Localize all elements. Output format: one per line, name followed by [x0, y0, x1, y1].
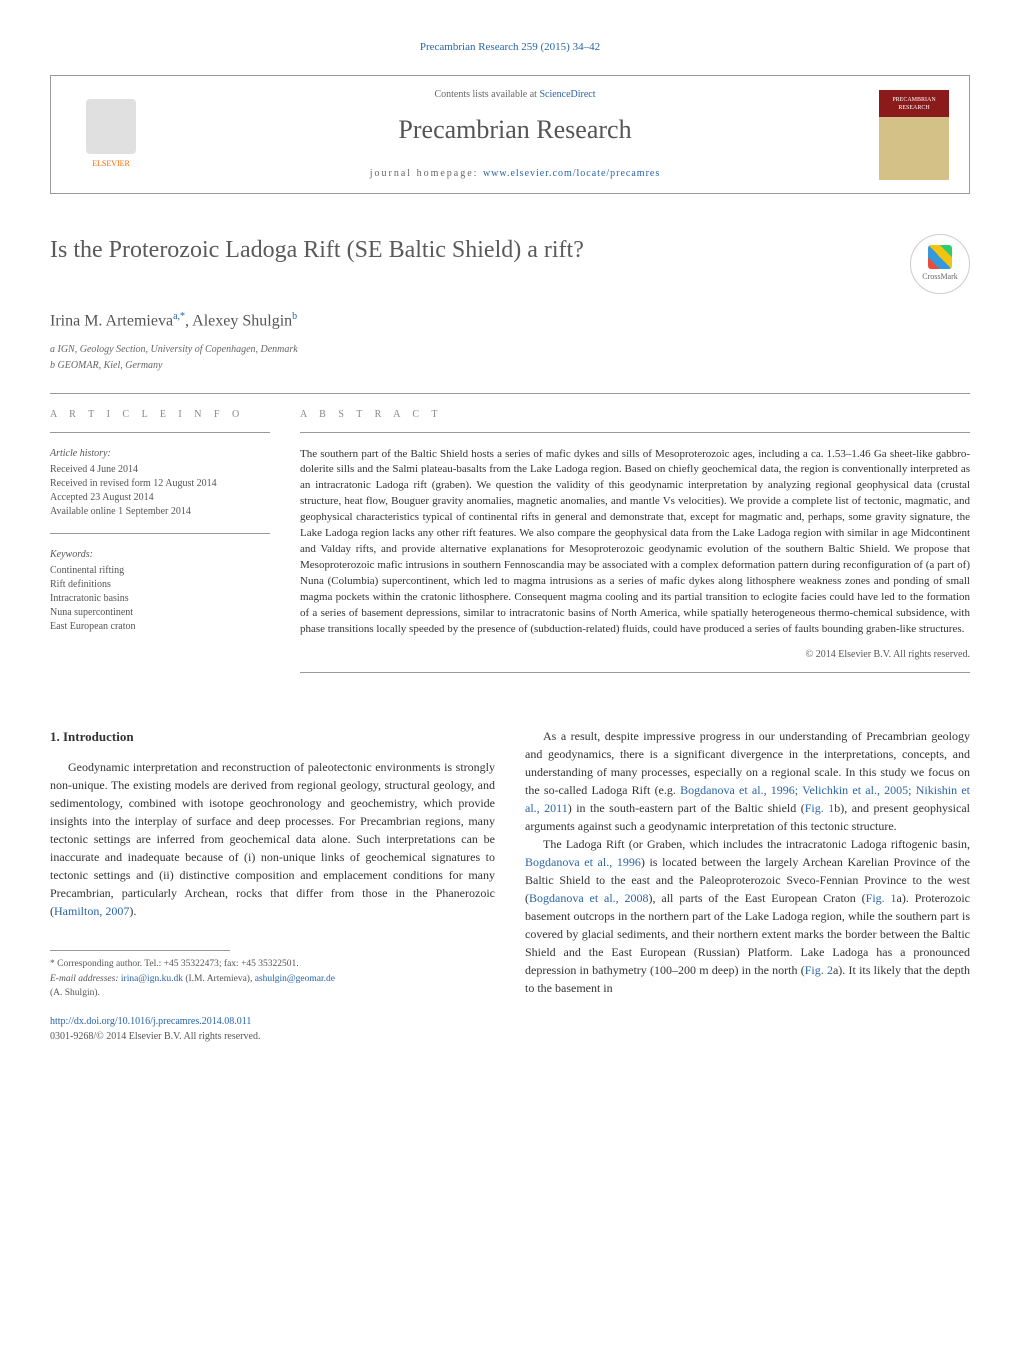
body-columns: 1. Introduction Geodynamic interpretatio… [50, 727, 970, 1044]
body-column-left: 1. Introduction Geodynamic interpretatio… [50, 727, 495, 1044]
contents-prefix: Contents lists available at [434, 89, 539, 100]
header-center: Contents lists available at ScienceDirec… [151, 88, 879, 180]
author-2: Alexey Shulgin [192, 312, 292, 329]
section-1-heading: 1. Introduction [50, 727, 495, 747]
doi-link[interactable]: http://dx.doi.org/10.1016/j.precamres.20… [50, 1016, 251, 1027]
elsevier-tree-icon [86, 99, 136, 154]
journal-cover-thumbnail: PRECAMBRIAN RESEARCH [879, 90, 949, 180]
figure-link[interactable]: Fig. 2 [805, 963, 833, 977]
article-title: Is the Proterozoic Ladoga Rift (SE Balti… [50, 234, 910, 268]
crossmark-badge[interactable]: CrossMark [910, 234, 970, 294]
divider [300, 672, 970, 673]
figure-link[interactable]: Fig. 1 [805, 801, 835, 815]
authors-line: Irina M. Artemievaa,*, Alexey Shulginb [50, 310, 970, 333]
article-info-heading: A R T I C L E I N F O [50, 408, 270, 422]
abstract-text: The southern part of the Baltic Shield h… [300, 447, 970, 638]
homepage-link[interactable]: www.elsevier.com/locate/precamres [483, 168, 660, 179]
history-accepted: Accepted 23 August 2014 [50, 491, 270, 505]
abstract-copyright: © 2014 Elsevier B.V. All rights reserved… [300, 648, 970, 662]
body-paragraph: Geodynamic interpretation and reconstruc… [50, 758, 495, 920]
body-text: The Ladoga Rift (or Graben, which includ… [543, 837, 970, 851]
keyword: Rift definitions [50, 578, 270, 592]
history-label: Article history: [50, 447, 270, 461]
info-abstract-block: A R T I C L E I N F O Article history: R… [50, 408, 970, 687]
keyword: Intracratonic basins [50, 592, 270, 606]
history-online: Available online 1 September 2014 [50, 505, 270, 519]
affiliations: a IGN, Geology Section, University of Co… [50, 343, 970, 373]
homepage-line: journal homepage: www.elsevier.com/locat… [151, 167, 879, 181]
body-column-right: As a result, despite impressive progress… [525, 727, 970, 1044]
divider [50, 432, 270, 433]
figure-link[interactable]: Fig. 1 [866, 891, 897, 905]
email-line: E-mail addresses: irina@ign.ku.dk (I.M. … [50, 972, 495, 986]
homepage-label: journal homepage: [370, 168, 483, 179]
body-text: ) in the south-eastern part of the Balti… [568, 801, 805, 815]
abstract-heading: A B S T R A C T [300, 408, 970, 422]
issn-copyright: 0301-9268/© 2014 Elsevier B.V. All right… [50, 1029, 495, 1044]
history-received: Received 4 June 2014 [50, 463, 270, 477]
doi-block: http://dx.doi.org/10.1016/j.precamres.20… [50, 1014, 495, 1044]
email-link-1[interactable]: irina@ign.ku.dk [121, 974, 183, 984]
email-link-2[interactable]: ashulgin@geomar.de [255, 974, 335, 984]
history-revised: Received in revised form 12 August 2014 [50, 477, 270, 491]
email-label: E-mail addresses: [50, 974, 121, 984]
abstract-column: A B S T R A C T The southern part of the… [300, 408, 970, 687]
footer-divider [50, 950, 230, 951]
keyword: Nuna supercontinent [50, 606, 270, 620]
affiliation-b: b GEOMAR, Kiel, Germany [50, 359, 970, 373]
citation-link[interactable]: Bogdanova et al., 2008 [529, 891, 649, 905]
citation-link[interactable]: Bogdanova et al., 1996 [525, 855, 641, 869]
keywords-block: Keywords: Continental rifting Rift defin… [50, 548, 270, 634]
journal-header: ELSEVIER Contents lists available at Sci… [50, 75, 970, 193]
body-text: Geodynamic interpretation and reconstruc… [50, 760, 495, 918]
corresponding-author-footer: * Corresponding author. Tel.: +45 353224… [50, 950, 495, 1044]
keyword: Continental rifting [50, 564, 270, 578]
author-1: Irina M. Artemieva [50, 312, 173, 329]
sciencedirect-link[interactable]: ScienceDirect [539, 89, 595, 100]
journal-name: Precambrian Research [151, 112, 879, 148]
keyword: East European craton [50, 620, 270, 634]
divider [50, 533, 270, 534]
divider [300, 432, 970, 433]
body-text: ), all parts of the East European Craton… [649, 891, 866, 905]
publisher-name: ELSEVIER [92, 158, 130, 169]
author-1-affil: a,* [173, 311, 185, 322]
keywords-label: Keywords: [50, 548, 270, 562]
divider [50, 393, 970, 394]
elsevier-logo: ELSEVIER [71, 90, 151, 180]
body-text: ). [129, 904, 136, 918]
author-2-affil: b [292, 311, 297, 322]
journal-reference: Precambrian Research 259 (2015) 34–42 [50, 40, 970, 55]
corresponding-author-line: * Corresponding author. Tel.: +45 353224… [50, 957, 495, 971]
crossmark-icon [928, 245, 952, 269]
article-history-block: Article history: Received 4 June 2014 Re… [50, 447, 270, 519]
body-paragraph: As a result, despite impressive progress… [525, 727, 970, 835]
body-paragraph: The Ladoga Rift (or Graben, which includ… [525, 835, 970, 997]
citation-link[interactable]: Hamilton, 2007 [54, 904, 129, 918]
article-info-column: A R T I C L E I N F O Article history: R… [50, 408, 270, 687]
title-row: Is the Proterozoic Ladoga Rift (SE Balti… [50, 234, 970, 294]
email-name-2: (A. Shulgin). [50, 986, 495, 1000]
email-name-1: (I.M. Artemieva), [183, 974, 255, 984]
crossmark-label: CrossMark [922, 271, 958, 282]
affiliation-a: a IGN, Geology Section, University of Co… [50, 343, 970, 357]
contents-available-line: Contents lists available at ScienceDirec… [151, 88, 879, 102]
